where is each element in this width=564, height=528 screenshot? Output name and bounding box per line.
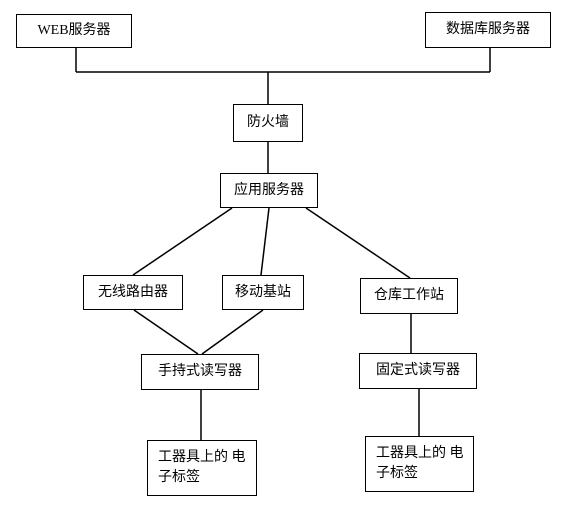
node-mobile-station: 移动基站 [222,275,304,310]
node-warehouse-ws: 仓库工作站 [360,278,458,314]
node-firewall: 防火墙 [233,104,303,142]
node-label: 工器具上的 电子标签 [152,448,252,487]
node-web-server: WEB服务器 [16,14,132,48]
node-label: 工器具上的 电子标签 [370,444,469,483]
node-tag-right: 工器具上的 电子标签 [365,436,474,492]
node-label: 仓库工作站 [374,286,444,306]
node-label: 无线路由器 [98,283,168,303]
node-tag-left: 工器具上的 电子标签 [147,440,257,496]
diagram-edges [0,0,564,528]
node-handheld-rw: 手持式读写器 [141,354,259,390]
node-db-server: 数据库服务器 [425,12,551,48]
node-label: 防火墙 [247,113,289,133]
node-label: 手持式读写器 [158,362,242,382]
node-wireless-router: 无线路由器 [83,275,183,310]
node-label: WEB服务器 [37,21,110,41]
node-label: 数据库服务器 [446,20,530,40]
node-label: 应用服务器 [234,181,304,201]
node-app-server: 应用服务器 [220,173,318,208]
node-label: 移动基站 [235,283,291,303]
node-fixed-rw: 固定式读写器 [359,353,477,389]
node-label: 固定式读写器 [376,361,460,381]
